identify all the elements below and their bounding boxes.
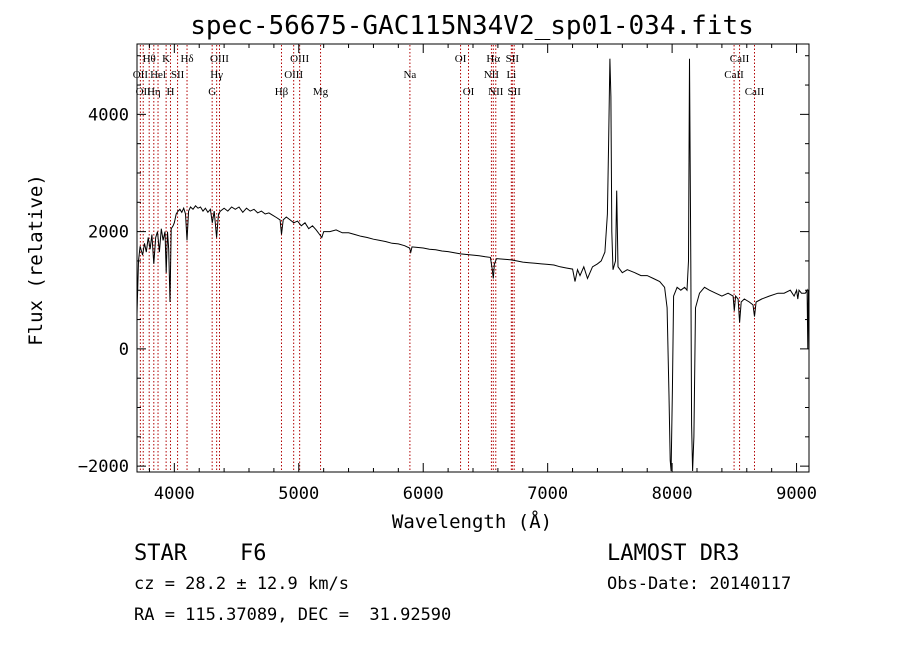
line-marker-labels: OII OII Hθ Hη Hel K H SII Hδ G Hγ OIII Hβ OIII OIII Mg N… (133, 53, 765, 98)
plot-frame (136, 43, 810, 473)
line-marker-label: OII (133, 69, 149, 81)
line-marker-label: Hθ (143, 53, 156, 65)
line-marker-label: Li (506, 69, 516, 81)
line-marker-label: OI (463, 86, 475, 98)
x-tick-label: 8000 (652, 484, 693, 504)
coordinates-text: RA = 115.37089, DEC = 31.92590 (134, 605, 451, 625)
line-marker-label: OI (455, 53, 467, 65)
x-tick-label: 4000 (154, 484, 195, 504)
line-marker-label: Hδ (180, 53, 193, 65)
line-markers (139, 45, 755, 471)
y-tick-label: −2000 (78, 457, 129, 477)
line-marker-label: G (208, 86, 216, 98)
line-marker-label: Hβ (275, 86, 289, 98)
obs-date: Obs-Date: 20140117 (607, 574, 791, 594)
line-marker-label: Mg (313, 86, 329, 98)
line-marker-label: OIII (210, 53, 229, 65)
line-marker-label: CaII (730, 53, 750, 65)
y-tick-label: 0 (119, 340, 129, 360)
line-marker-label: SII (506, 53, 520, 65)
line-marker-label: Na (403, 69, 416, 81)
line-marker-label: OII (136, 86, 152, 98)
line-marker-label: H (166, 86, 174, 98)
y-axis-label: Flux (relative) (25, 174, 47, 346)
survey-name: LAMOST DR3 (607, 541, 739, 566)
line-marker-label: Hη (147, 86, 161, 98)
line-marker-label: SII (507, 86, 521, 98)
line-marker-label: NII (488, 86, 504, 98)
line-marker-label: Hα (486, 53, 500, 65)
x-axis-label: Wavelength (Å) (392, 510, 552, 533)
object-subclass: F6 (240, 541, 267, 566)
line-marker-label: K (162, 53, 170, 65)
line-marker-label: Hγ (210, 69, 223, 81)
line-marker-label: NII (484, 69, 500, 81)
line-marker-label: CaII (745, 86, 765, 98)
x-tick-label: 5000 (278, 484, 319, 504)
line-marker-label: SII (171, 69, 185, 81)
line-marker-label: OIII (290, 53, 309, 65)
y-axis-ticks: −2000 0 2000 4000 (78, 55, 809, 477)
redshift-text: cz = 28.2 ± 12.9 km/s (134, 574, 349, 594)
chart-title: spec-56675-GAC115N34V2_sp01-034.fits (190, 11, 754, 41)
object-class: STAR (134, 541, 188, 566)
x-tick-label: 9000 (776, 484, 817, 504)
y-tick-label: 2000 (88, 223, 129, 243)
x-axis-ticks: 4000 5000 6000 7000 8000 9000 (148, 44, 817, 504)
x-tick-label: 6000 (403, 484, 444, 504)
line-marker-label: OIII (284, 69, 303, 81)
y-tick-label: 4000 (88, 105, 129, 125)
line-marker-label: Hel (150, 69, 166, 81)
line-marker-label: CaII (724, 69, 744, 81)
x-tick-label: 7000 (527, 484, 568, 504)
flux-series-line (136, 58, 809, 472)
